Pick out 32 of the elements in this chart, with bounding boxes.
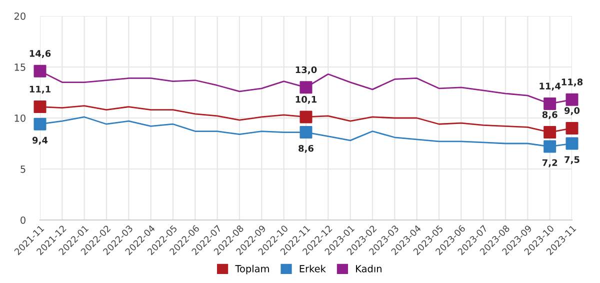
legend-label: Kadın [356,264,382,272]
data-label: 8,6 [298,144,314,153]
data-label: 11,4 [540,82,561,91]
point [544,97,556,110]
data-label: 9,0 [564,107,580,116]
data-label: 7,5 [564,156,580,164]
data-label: 9,4 [32,136,48,145]
legend-label: Erkek [300,264,326,272]
point [300,126,312,139]
y-tick-label: 15 [14,64,26,71]
point [544,126,556,139]
data-label: 8,6 [542,111,558,120]
point [34,118,46,130]
data-label: 7,2 [542,159,558,168]
point [566,93,578,106]
y-tick-label: 10 [14,114,26,122]
data-label: 11,1 [30,86,51,94]
point [34,100,46,114]
y-tick-label: 5 [20,166,26,173]
point [544,140,556,153]
data-label: 13,0 [296,66,317,74]
y-tick-label: 0 [20,216,26,224]
y-tick-label: 20 [14,12,26,20]
point [300,81,312,94]
data-label: 14,6 [30,50,51,58]
point [34,64,46,78]
data-label: 10,1 [296,96,317,104]
point [566,122,578,134]
point [300,110,312,124]
data-label: 11,8 [562,78,583,87]
point [566,137,578,150]
legend-label: Toplam [235,264,269,274]
